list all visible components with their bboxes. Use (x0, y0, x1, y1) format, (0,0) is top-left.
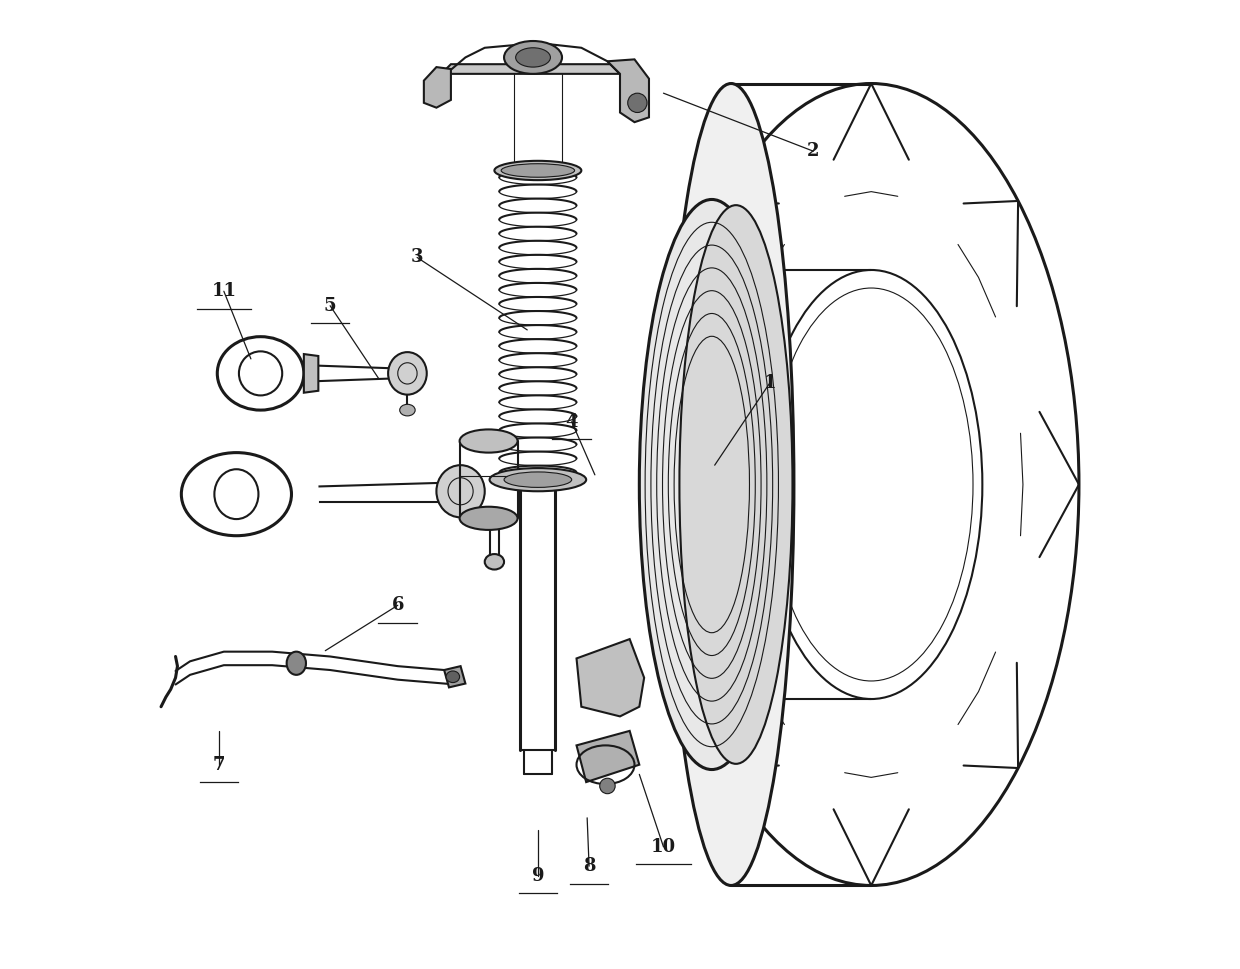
Ellipse shape (640, 200, 784, 769)
Text: 1: 1 (764, 374, 776, 392)
Text: 7: 7 (213, 756, 226, 773)
Text: 6: 6 (392, 596, 404, 614)
Ellipse shape (460, 507, 517, 530)
Polygon shape (577, 640, 644, 716)
Polygon shape (441, 64, 620, 74)
Text: 8: 8 (583, 858, 595, 875)
Ellipse shape (668, 270, 794, 699)
Text: 11: 11 (211, 282, 237, 300)
Ellipse shape (399, 404, 415, 416)
Ellipse shape (680, 205, 792, 764)
Ellipse shape (446, 671, 460, 682)
Text: 3: 3 (410, 248, 423, 266)
Polygon shape (304, 354, 319, 392)
Ellipse shape (516, 47, 551, 67)
Text: 10: 10 (651, 838, 676, 856)
Ellipse shape (503, 472, 572, 487)
Text: 5: 5 (324, 297, 336, 315)
Polygon shape (577, 731, 640, 782)
Ellipse shape (495, 161, 582, 180)
Ellipse shape (388, 352, 427, 394)
Ellipse shape (460, 429, 517, 453)
Ellipse shape (501, 164, 574, 177)
Ellipse shape (286, 652, 306, 674)
Ellipse shape (600, 778, 615, 794)
Ellipse shape (503, 41, 562, 74)
Ellipse shape (627, 93, 647, 112)
Text: 4: 4 (565, 413, 578, 430)
Ellipse shape (485, 554, 503, 570)
Polygon shape (608, 59, 649, 122)
Ellipse shape (436, 465, 485, 517)
Text: 2: 2 (807, 142, 820, 160)
Polygon shape (444, 666, 465, 687)
Ellipse shape (490, 468, 587, 491)
Ellipse shape (668, 83, 794, 886)
Polygon shape (424, 67, 451, 108)
Text: 9: 9 (532, 867, 544, 885)
